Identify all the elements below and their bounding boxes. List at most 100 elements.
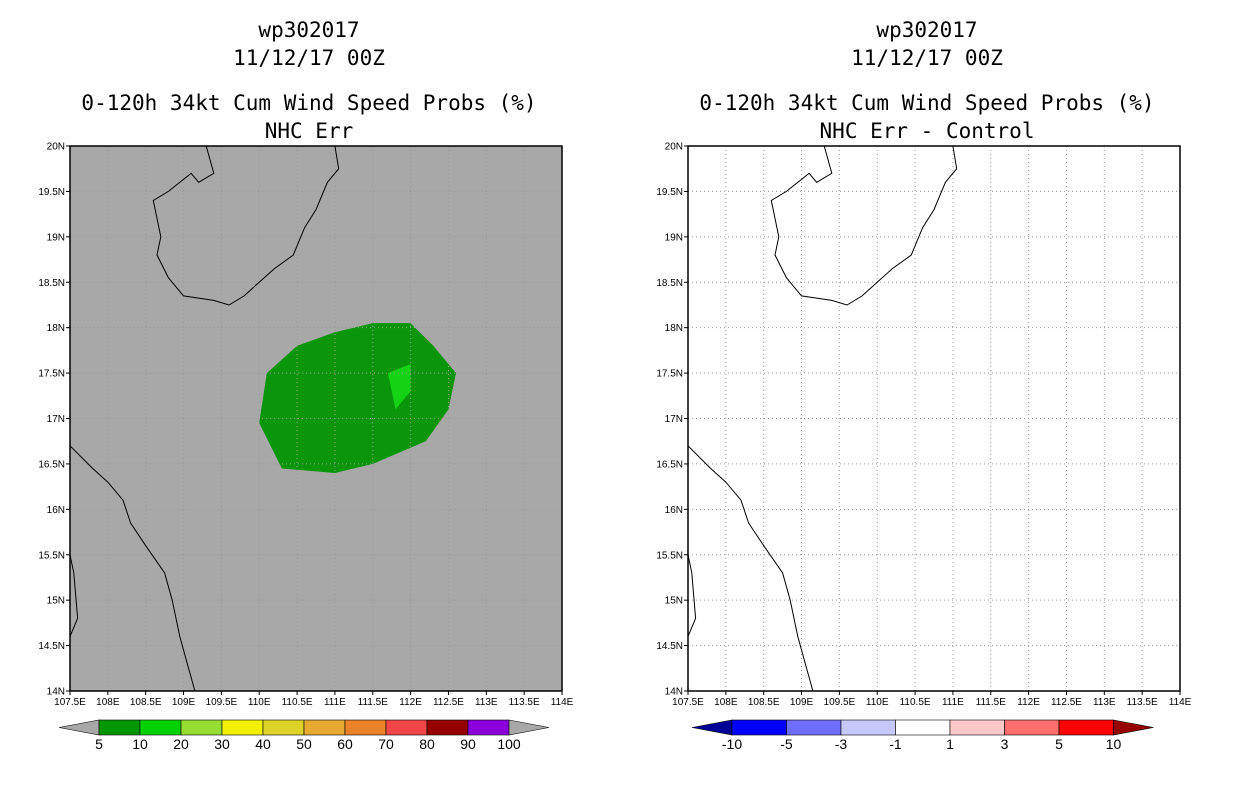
y-tick-label: 17N — [665, 414, 683, 425]
y-tick-label: 15.5N — [656, 550, 683, 561]
colorbar-label: 70 — [378, 736, 394, 752]
y-tick-label: 14.5N — [38, 641, 65, 652]
y-tick-label: 20N — [665, 142, 683, 153]
colorbar-segment — [426, 719, 469, 736]
storm-id-title: wp302017 — [258, 18, 360, 42]
colorbar-segment — [1004, 719, 1060, 736]
product-title: 0-120h 34kt Cum Wind Speed Probs (%) — [81, 91, 537, 115]
x-tick-label: 109.5E — [206, 697, 238, 708]
x-tick-label: 114E — [1169, 697, 1192, 708]
y-tick-label: 18N — [665, 323, 683, 334]
x-tick-label: 108E — [96, 697, 120, 708]
x-tick-label: 108.5E — [130, 697, 162, 708]
subtitle: NHC Err — [264, 119, 354, 143]
colorbar-under-arrow — [58, 719, 100, 736]
grid-lines — [688, 146, 1180, 691]
x-tick-label: 111.5E — [976, 697, 1007, 708]
colorbar-label: 1 — [946, 736, 954, 752]
y-tick-label: 19N — [47, 232, 65, 243]
x-tick-label: 110.5E — [900, 697, 931, 708]
x-tick-label: 111.5E — [358, 697, 389, 708]
y-tick-label: 14N — [665, 687, 683, 698]
y-tick-label: 15N — [665, 596, 683, 607]
vietnam-coastline — [70, 445, 196, 691]
x-tick-label: 107.5E — [54, 697, 86, 708]
x-tick-label: 109E — [172, 697, 196, 708]
colorbar-segment — [344, 719, 387, 736]
coastline-segment — [70, 554, 79, 637]
x-tick-label: 108E — [714, 697, 738, 708]
colorbar-label: 10 — [1106, 736, 1122, 752]
right-map-panel: wp302017 11/12/17 00Z 0-120h 34kt Cum Wi… — [618, 0, 1236, 800]
x-tick-label: 109.5E — [824, 697, 856, 708]
colorbar-over-arrow — [1113, 719, 1154, 736]
y-tick-label: 14N — [47, 687, 65, 698]
x-tick-label: 109E — [790, 697, 814, 708]
x-tick-label: 113.5E — [1127, 697, 1158, 708]
vietnam-coastline — [688, 445, 814, 691]
colorbar-over-arrow — [508, 719, 550, 736]
map-plot: 107.5E 108E 108.5E 109E 109.5E 110E 110.5E 111E… — [38, 142, 573, 753]
x-tick-label: 112E — [399, 697, 422, 708]
y-tick-label: 19N — [665, 232, 683, 243]
y-tick-label: 15N — [47, 596, 65, 607]
date-title: 11/12/17 00Z — [851, 46, 1003, 70]
colorbar-segment — [895, 719, 951, 736]
colorbar-segment — [139, 719, 182, 736]
subtitle: NHC Err - Control — [819, 119, 1035, 143]
colorbar-label: 100 — [497, 736, 521, 752]
y-tick-label: 15.5N — [38, 550, 65, 561]
y-tick-label: 16N — [665, 505, 683, 516]
x-tick-label: 111E — [324, 697, 346, 708]
colorbar-label: 30 — [214, 736, 230, 752]
y-tick-label: 18.5N — [656, 278, 683, 289]
date-title: 11/12/17 00Z — [233, 46, 385, 70]
y-tick-label: 18N — [47, 323, 65, 334]
colorbar-label: 5 — [1055, 736, 1063, 752]
y-tick-label: 19.5N — [656, 187, 683, 198]
coastlines — [688, 146, 958, 691]
y-tick-label: 14.5N — [656, 641, 683, 652]
colorbar-label: -3 — [835, 736, 848, 752]
colorbar-segment — [949, 719, 1005, 736]
coastline-segment — [688, 554, 697, 637]
hainan-coastline — [152, 146, 340, 306]
colorbar-label: -10 — [722, 736, 742, 752]
colorbar-label: 80 — [419, 736, 435, 752]
hainan-coastline — [770, 146, 958, 306]
colorbar-label: 60 — [337, 736, 353, 752]
x-tick-label: 112.5E — [1051, 697, 1082, 708]
colorbar-segment — [262, 719, 305, 736]
grid-lines — [70, 146, 562, 691]
x-tick-label: 113E — [1093, 697, 1116, 708]
colorbar-segment — [385, 719, 428, 736]
colorbar-segment — [303, 719, 346, 736]
map-background — [688, 146, 1180, 691]
coastlines — [70, 146, 340, 691]
colorbar-segment — [180, 719, 223, 736]
colorbar-segment — [98, 719, 141, 736]
colorbar-label: -1 — [889, 736, 902, 752]
y-tick-label: 19.5N — [38, 187, 65, 198]
colorbar-segment — [840, 719, 896, 736]
colorbar-segment — [467, 719, 510, 736]
y-tick-label: 16.5N — [656, 459, 683, 470]
colorbar-segment — [731, 719, 787, 736]
colorbar-label: -5 — [780, 736, 793, 752]
x-tick-label: 110E — [866, 697, 889, 708]
product-title: 0-120h 34kt Cum Wind Speed Probs (%) — [699, 91, 1155, 115]
storm-id-title: wp302017 — [876, 18, 978, 42]
y-tick-label: 18.5N — [38, 278, 65, 289]
colorbar-under-arrow — [691, 719, 733, 736]
y-tick-label: 20N — [47, 142, 65, 153]
prob-10pct-contour — [387, 364, 411, 410]
x-tick-label: 110E — [248, 697, 271, 708]
colorbar-segment — [221, 719, 264, 736]
colorbar-segment — [1058, 719, 1114, 736]
colorbar-label: 3 — [1001, 736, 1009, 752]
x-tick-label: 112.5E — [433, 697, 464, 708]
y-tick-label: 17.5N — [656, 369, 683, 380]
x-tick-label: 112E — [1017, 697, 1040, 708]
colorbar-label: 20 — [173, 736, 189, 752]
x-tick-label: 110.5E — [282, 697, 313, 708]
